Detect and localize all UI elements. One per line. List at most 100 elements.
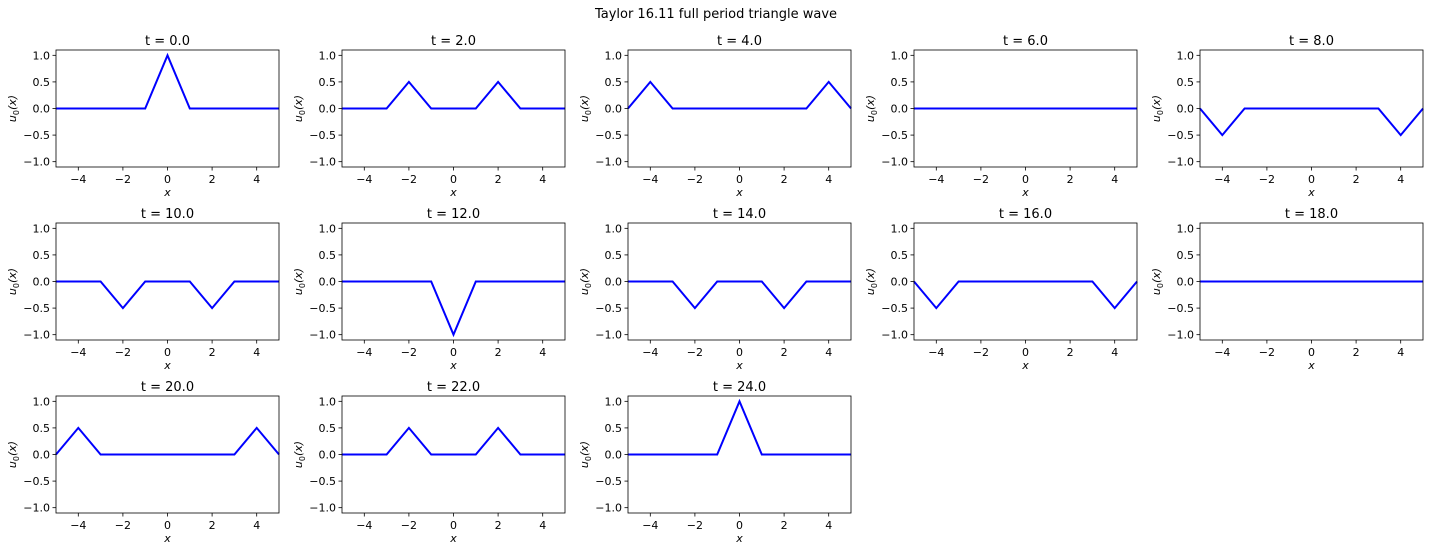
y-tick-label: −1.0 [23, 329, 50, 342]
y-tick-label: −0.5 [309, 129, 336, 142]
x-tick-label: 4 [253, 346, 260, 359]
y-tick-label: −1.0 [881, 156, 908, 169]
x-tick-label: −2 [401, 346, 417, 359]
y-tick-label: −1.0 [595, 156, 622, 169]
y-tick-label: −0.5 [23, 129, 50, 142]
panel-title: t = 14.0 [713, 207, 766, 222]
y-axis-label: u0(x) [1150, 95, 1165, 122]
y-axis-label: u0(x) [6, 441, 21, 468]
x-axis-label: x [163, 359, 171, 372]
y-tick-label: 0.5 [891, 249, 909, 262]
y-tick-label: 0.0 [33, 449, 51, 462]
subplot-panel: −4 −2 0 2 4 1.0 0.5 0.0 −0.5 −1.0 t = 12.0 x u0(x) [292, 207, 566, 372]
y-axis-label: u0(x) [864, 268, 879, 295]
panel-title: t = 12.0 [427, 207, 480, 222]
x-tick-label: −2 [1259, 173, 1275, 186]
y-tick-label: 0.5 [605, 76, 623, 89]
x-tick-label: 0 [736, 346, 743, 359]
y-tick-label: −1.0 [1167, 156, 1194, 169]
y-tick-label: 0.0 [605, 276, 623, 289]
y-axis-label: u0(x) [1150, 268, 1165, 295]
y-tick-label: 0.0 [319, 449, 337, 462]
y-tick-label: 1.0 [33, 395, 51, 408]
x-axis-label: x [1307, 186, 1315, 199]
y-tick-label: 1.0 [891, 49, 909, 62]
subplot-panel: −4 −2 0 2 4 1.0 0.5 0.0 −0.5 −1.0 t = 6.0 x u0(x) [864, 34, 1138, 199]
subplot-grid: −4 −2 0 2 41.00.50.0−0.5−1.0t = 0.0xu0(x)−4−… [6, 34, 1424, 545]
y-tick-label: 1.0 [319, 222, 337, 235]
y-tick-label: −0.5 [881, 129, 908, 142]
x-tick-label: −2 [687, 346, 703, 359]
x-tick-label: 2 [495, 173, 502, 186]
x-tick-label: 2 [495, 519, 502, 532]
x-tick-label: −4 [1214, 346, 1230, 359]
x-tick-label: −4 [70, 519, 86, 532]
x-tick-label: 0 [1022, 173, 1029, 186]
x-axis-label: x [1021, 359, 1029, 372]
series-line [55, 426, 280, 456]
x-tick-label: 4 [539, 519, 546, 532]
x-tick-label: 2 [495, 346, 502, 359]
x-tick-label: 2 [781, 173, 788, 186]
y-tick-label: −1.0 [309, 502, 336, 515]
x-tick-label: 4 [1111, 346, 1118, 359]
figure-title: Taylor 16.11 full period triangle wave [594, 7, 837, 22]
y-tick-label: −1.0 [595, 329, 622, 342]
y-tick-label: 0.0 [1177, 276, 1195, 289]
x-tick-label: −2 [973, 173, 989, 186]
y-tick-label: 1.0 [605, 49, 623, 62]
y-tick-label: −0.5 [309, 475, 336, 488]
y-tick-label: −1.0 [1167, 329, 1194, 342]
y-tick-label: −1.0 [309, 329, 336, 342]
y-tick-label: 0.0 [319, 103, 337, 116]
subplot-panel: −4 −2 0 2 4 1.0 0.5 0.0 −0.5 −1.0 t = 14.0 x u0(x) [578, 207, 852, 372]
subplot-panel: −4 −2 0 2 4 1.0 0.5 0.0 −0.5 −1.0 t = 4.0 x u0(x) [578, 34, 852, 199]
x-axis-label: x [449, 532, 457, 545]
subplot-panel: −4 −2 0 2 4 1.0 0.5 0.0 −0.5 −1.0 t = 22.0 x u0(x) [292, 380, 566, 545]
y-tick-label: 0.0 [33, 276, 51, 289]
x-tick-label: 0 [450, 519, 457, 532]
x-tick-label: 2 [1067, 173, 1074, 186]
y-tick-label: 1.0 [1177, 49, 1195, 62]
y-tick-label: 1.0 [891, 222, 909, 235]
x-tick-label: −4 [642, 346, 658, 359]
y-axis-label: u0(x) [864, 95, 879, 122]
x-tick-label: −4 [642, 173, 658, 186]
y-tick-label: 1.0 [605, 395, 623, 408]
x-tick-label: −4 [1214, 173, 1230, 186]
y-tick-label: −0.5 [1167, 302, 1194, 315]
x-axis-label: x [163, 186, 171, 199]
x-tick-label: 0 [164, 173, 171, 186]
y-tick-label: 0.0 [319, 276, 337, 289]
y-axis-label: u0(x) [292, 441, 307, 468]
x-axis-label: x [735, 359, 743, 372]
y-tick-label: 0.5 [319, 76, 337, 89]
subplot-panel: −4 −2 0 2 4 1.0 0.5 0.0 −0.5 −1.0 t = 20.0 x u0(x) [6, 380, 280, 545]
y-axis-label: u0(x) [292, 268, 307, 295]
y-tick-label: 1.0 [319, 395, 337, 408]
x-tick-label: 2 [781, 519, 788, 532]
x-tick-label: −4 [356, 346, 372, 359]
y-tick-label: 0.5 [605, 422, 623, 435]
x-tick-label: 2 [209, 346, 216, 359]
x-tick-label: 4 [539, 346, 546, 359]
y-tick-label: −0.5 [595, 475, 622, 488]
series-line [56, 52, 279, 110]
x-tick-label: 4 [253, 173, 260, 186]
y-tick-label: −1.0 [23, 502, 50, 515]
subplot-panel: −4 −2 0 2 4 1.0 0.5 0.0 −0.5 −1.0 t = 0.0 x u0(x) [6, 34, 280, 199]
y-axis-label: u0(x) [578, 268, 593, 295]
subplot-panel: −4 −2 0 2 4 1.0 0.5 0.0 −0.5 −1.0 t = 24.0 x u0(x) [578, 380, 852, 545]
y-tick-label: 1.0 [33, 49, 51, 62]
y-tick-label: 0.0 [891, 276, 909, 289]
y-tick-label: 0.5 [605, 249, 623, 262]
panel-title: t = 8.0 [1289, 34, 1334, 49]
series-line [628, 280, 851, 310]
x-tick-label: −4 [642, 519, 658, 532]
y-tick-label: 1.0 [605, 222, 623, 235]
x-tick-label: −4 [70, 173, 86, 186]
y-tick-label: −1.0 [309, 156, 336, 169]
series-line [342, 280, 565, 338]
subplot-panel: −4 −2 0 2 4 1.0 0.5 0.0 −0.5 −1.0 t = 8.0 x u0(x) [1150, 34, 1424, 199]
